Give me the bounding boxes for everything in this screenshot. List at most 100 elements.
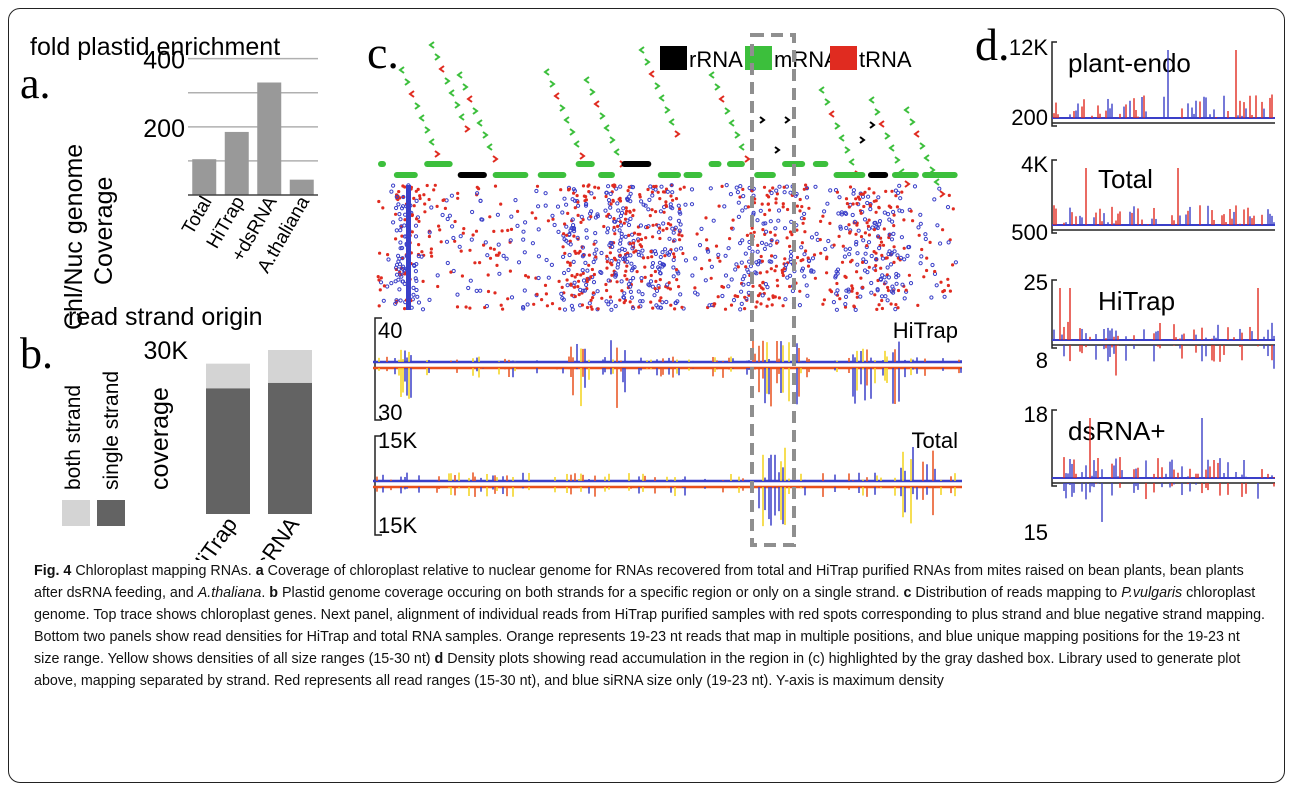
read-dot-minus [398, 298, 403, 303]
read-dot-minus [671, 230, 676, 235]
read-dot-plus [594, 255, 598, 259]
read-dot-minus [765, 285, 770, 290]
read-dot-minus [536, 204, 541, 209]
read-dot-minus [728, 192, 734, 197]
read-dot-plus [574, 251, 578, 255]
read-dot-plus [569, 283, 573, 287]
read-dot-minus [809, 235, 815, 240]
read-dot-plus [948, 289, 953, 293]
read-dot-plus [892, 213, 896, 217]
read-dot-minus [440, 212, 445, 218]
read-dot-plus [628, 242, 632, 246]
gene-chevron [543, 68, 550, 76]
read-dot-plus [668, 287, 673, 291]
gene-chevron [609, 136, 616, 144]
read-dot-minus [755, 249, 760, 254]
read-dot-plus [573, 275, 577, 279]
read-dot-minus [622, 291, 627, 296]
read-dot-plus [736, 265, 740, 269]
read-dot-minus [828, 188, 833, 193]
read-dot-plus [671, 198, 675, 202]
read-dot-minus [839, 210, 844, 215]
read-dot-plus [648, 214, 652, 218]
read-dot-minus [741, 194, 746, 199]
read-dot-plus [570, 293, 574, 297]
read-dot-minus [735, 190, 741, 195]
panel-d-bottom-label: 500 [1011, 220, 1048, 245]
read-dot-plus [499, 303, 503, 307]
read-dot-minus [654, 288, 660, 293]
read-dot-plus [604, 282, 608, 287]
read-dot-minus [578, 287, 583, 292]
read-dot-minus [890, 219, 895, 224]
read-dot-minus [734, 262, 739, 267]
read-dot-plus [721, 285, 726, 289]
read-dot-plus [650, 208, 654, 212]
read-dot-minus [617, 228, 622, 233]
read-dot-minus [896, 190, 901, 195]
gene-arrow [457, 172, 487, 178]
read-dot-plus [475, 185, 479, 189]
read-dot-minus [609, 307, 614, 312]
gene-chevron [939, 190, 946, 198]
read-dot-plus [611, 183, 615, 188]
read-dot-minus [740, 238, 745, 243]
read-dot-plus [386, 253, 390, 257]
read-dot-plus [872, 199, 876, 203]
read-dot-minus [665, 282, 670, 287]
read-dot-minus [902, 257, 907, 262]
read-dot-plus [410, 230, 414, 234]
read-dot-plus [627, 233, 631, 237]
read-dot-minus [853, 307, 858, 312]
read-dot-plus [661, 228, 665, 232]
read-dot-plus [397, 190, 401, 194]
read-dot-plus [456, 196, 460, 200]
read-dot-plus [723, 307, 728, 311]
gene-arrow [393, 172, 418, 178]
read-dot-plus [580, 303, 585, 307]
read-dot-plus [435, 204, 439, 208]
read-dot-minus [638, 223, 644, 228]
read-dot-plus [807, 206, 811, 210]
read-dot-plus [613, 232, 617, 236]
read-dot-plus [509, 227, 514, 231]
read-dot-plus [682, 185, 686, 189]
read-dot-minus [495, 212, 500, 217]
read-dot-plus [920, 247, 924, 252]
read-dot-minus [843, 294, 849, 299]
read-dot-minus [396, 202, 401, 207]
read-dot-minus [658, 254, 663, 260]
read-dot-minus [567, 252, 572, 258]
read-dot-plus [669, 194, 673, 198]
gene-chevron [559, 104, 566, 112]
read-dot-minus [777, 184, 782, 189]
read-dot-plus [460, 274, 464, 278]
read-dot-minus [660, 264, 665, 269]
read-dot-minus [629, 295, 635, 300]
read-dot-plus [922, 275, 926, 279]
read-dot-minus [805, 293, 810, 298]
read-dot-minus [625, 259, 630, 264]
read-dot-minus [865, 200, 870, 206]
read-dot-plus [610, 273, 614, 277]
read-dot-minus [501, 253, 506, 258]
read-dot-minus [631, 276, 636, 281]
read-dot-minus [800, 266, 806, 271]
read-dot-minus [932, 197, 937, 202]
read-dot-plus [656, 190, 660, 194]
panel-b-bar-both [206, 363, 250, 389]
read-dot-plus [866, 224, 871, 228]
read-dot-plus [563, 251, 567, 255]
gene-chevron [476, 119, 483, 127]
read-dot-plus [567, 188, 571, 192]
read-dot-plus [449, 270, 453, 274]
caption-c-text2: chloroplast genome. Top trace shows chlo… [34, 585, 1266, 667]
read-dot-minus [683, 202, 688, 207]
read-dot-minus [923, 232, 928, 237]
read-dot-minus [887, 232, 892, 237]
panel-b-ytick-label: 30K [144, 337, 189, 365]
hitrap-bottom-label: 30 [378, 400, 402, 425]
read-dot-plus [418, 194, 422, 198]
read-dot-plus [744, 265, 748, 269]
read-dot-plus [627, 185, 631, 189]
